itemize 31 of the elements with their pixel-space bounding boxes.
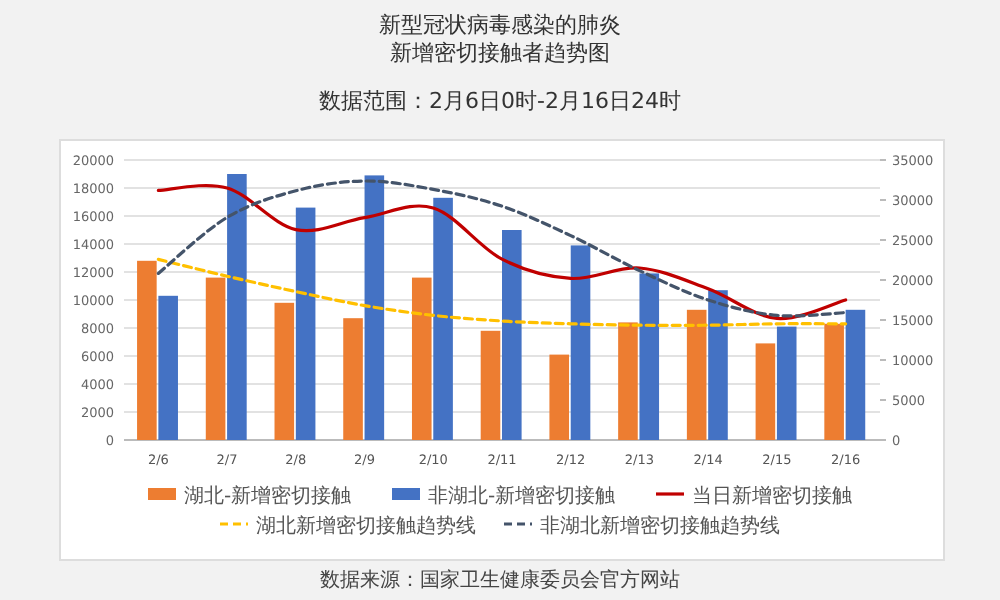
bar [776,326,797,440]
bar [205,277,226,440]
bar [480,330,501,440]
bar [686,309,707,440]
bar [618,322,638,440]
legend-label: 湖北新增密切接触趋势线 [256,514,476,538]
legend-label: 非湖北新增密切接触趋势线 [540,514,780,538]
bar [158,295,178,440]
bar [343,318,363,440]
bar [274,302,295,440]
chart-subtitle: 数据范围：2月6日0时-2月16日24时 [319,88,681,114]
legend-label: 非湖北-新增密切接触 [428,484,616,508]
bar [433,197,453,440]
bar [755,343,776,440]
bar [570,245,591,440]
bar [824,323,844,440]
bar [137,260,157,440]
source-note: 数据来源：国家卫生健康委员会官方网站 [320,568,680,592]
legend-label: 湖北-新增密切接触 [184,484,352,508]
bar [411,277,432,440]
bar [227,174,247,440]
bar [845,309,866,440]
line-series [156,257,848,327]
bar [502,230,522,440]
bar [639,273,660,440]
bar [364,175,385,440]
bar [708,290,728,440]
bar [549,354,570,440]
bar [295,207,316,440]
chart-title: 新型冠状病毒感染的肺炎新增密切接触者趋势图 [379,12,621,66]
legend-label: 当日新增密切接触 [692,484,852,508]
